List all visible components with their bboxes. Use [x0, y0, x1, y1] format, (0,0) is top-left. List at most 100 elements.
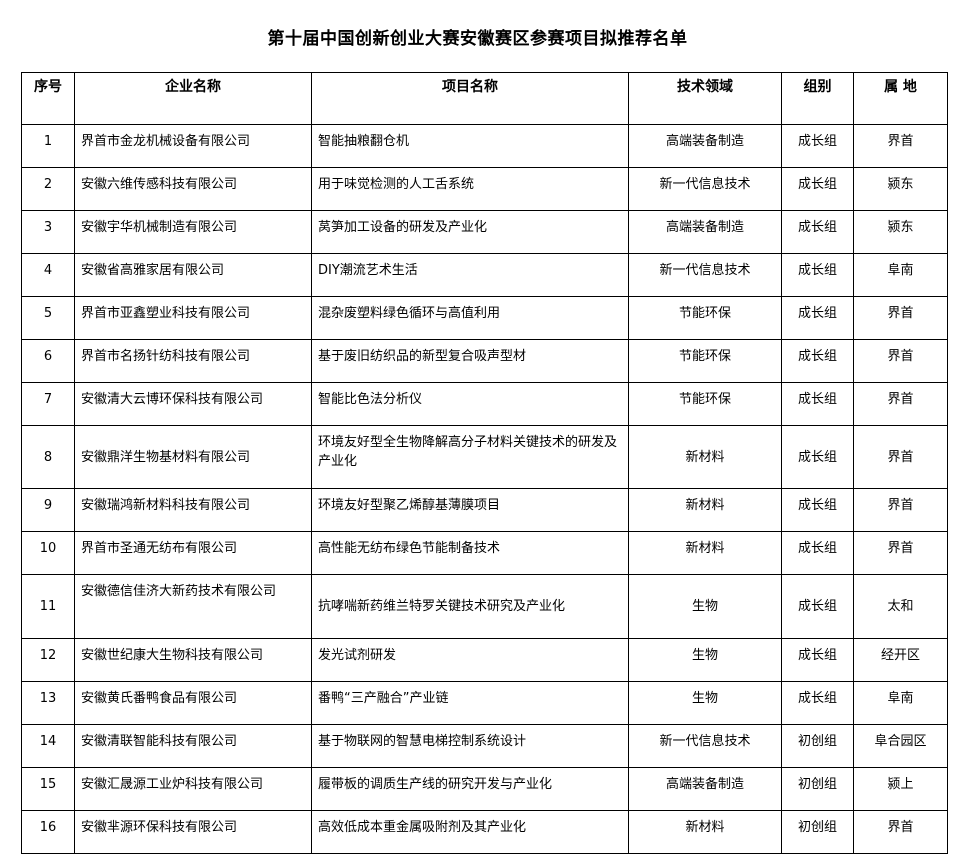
header-project: 项目名称 [311, 72, 629, 125]
cell-project: 高性能无纺布绿色节能制备技术 [311, 531, 629, 575]
cell-project: DIY潮流艺术生活 [311, 253, 629, 297]
cell-project: 履带板的调质生产线的研究开发与产业化 [311, 767, 629, 811]
cell-company: 安徽黄氏番鸭食品有限公司 [74, 681, 312, 725]
cell-company: 安徽德信佳济大新药技术有限公司 [74, 574, 312, 639]
cell-field: 节能环保 [628, 296, 782, 340]
table-row: 2 安徽六维传感科技有限公司 用于味觉检测的人工舌系统 新一代信息技术 成长组 颍东 [21, 167, 948, 211]
cell-field: 新材料 [628, 810, 782, 854]
cell-location: 界首 [853, 296, 948, 340]
cell-field: 高端装备制造 [628, 124, 782, 168]
cell-index: 11 [21, 574, 75, 639]
cell-company: 安徽清联智能科技有限公司 [74, 724, 312, 768]
cell-project: 高效低成本重金属吸附剂及其产业化 [311, 810, 629, 854]
cell-index: 3 [21, 210, 75, 254]
cell-group: 成长组 [781, 253, 854, 297]
cell-project: 用于味觉检测的人工舌系统 [311, 167, 629, 211]
cell-field: 节能环保 [628, 382, 782, 426]
cell-group: 成长组 [781, 124, 854, 168]
cell-index: 16 [21, 810, 75, 854]
cell-location: 阜南 [853, 253, 948, 297]
cell-company: 安徽鼎洋生物基材料有限公司 [74, 425, 312, 489]
table-row: 10 界首市圣通无纺布有限公司 高性能无纺布绿色节能制备技术 新材料 成长组 界首 [21, 531, 948, 575]
cell-location: 界首 [853, 488, 948, 532]
table-row: 5 界首市亚鑫塑业科技有限公司 混杂废塑料绿色循环与高值利用 节能环保 成长组 界首 [21, 296, 948, 340]
table-row: 4 安徽省高雅家居有限公司 DIY潮流艺术生活 新一代信息技术 成长组 阜南 [21, 253, 948, 297]
recommendation-table: 序号 企业名称 项目名称 技术领域 组别 属 地 1 界首市金龙机械设备有限公司智… [21, 72, 948, 854]
cell-project: 发光试剂研发 [311, 638, 629, 682]
header-location: 属 地 [853, 72, 948, 125]
table-row: 16 安徽芈源环保科技有限公司 高效低成本重金属吸附剂及其产业化 新材料 初创组 界首 [21, 810, 948, 854]
table-row: 1 界首市金龙机械设备有限公司 智能抽粮翻仓机 高端装备制造 成长组 界首 [21, 124, 948, 168]
cell-project: 番鸭“三产融合”产业链 [311, 681, 629, 725]
cell-index: 6 [21, 339, 75, 383]
cell-index: 7 [21, 382, 75, 426]
cell-index: 12 [21, 638, 75, 682]
cell-project: 智能比色法分析仪 [311, 382, 629, 426]
cell-index: 15 [21, 767, 75, 811]
cell-location: 界首 [853, 382, 948, 426]
document-title: 第十届中国创新创业大赛安徽赛区参赛项目拟推荐名单 [267, 29, 688, 49]
table-row: 6 界首市名扬针纺科技有限公司 基于废旧纺织品的新型复合吸声型材 节能环保 成长组 界首 [21, 339, 948, 383]
cell-location: 阜合园区 [853, 724, 948, 768]
cell-location: 阜南 [853, 681, 948, 725]
cell-group: 初创组 [781, 767, 854, 811]
cell-project: 混杂废塑料绿色循环与高值利用 [311, 296, 629, 340]
cell-company: 安徽瑞鸿新材料科技有限公司 [74, 488, 312, 532]
cell-field: 新材料 [628, 488, 782, 532]
cell-company: 界首市亚鑫塑业科技有限公司 [74, 296, 312, 340]
cell-project: 智能抽粮翻仓机 [311, 124, 629, 168]
cell-group: 成长组 [781, 382, 854, 426]
cell-group: 成长组 [781, 339, 854, 383]
cell-field: 新一代信息技术 [628, 253, 782, 297]
cell-project: 基于废旧纺织品的新型复合吸声型材 [311, 339, 629, 383]
table-row: 14 安徽清联智能科技有限公司 基于物联网的智慧电梯控制系统设计 新一代信息技术 初创组… [21, 724, 948, 768]
cell-field: 新一代信息技术 [628, 167, 782, 211]
cell-company: 安徽省高雅家居有限公司 [74, 253, 312, 297]
cell-group: 成长组 [781, 531, 854, 575]
table-header-row: 序号 企业名称 项目名称 技术领域 组别 属 地 [21, 72, 948, 125]
cell-field: 高端装备制造 [628, 767, 782, 811]
cell-location: 颍东 [853, 167, 948, 211]
cell-company: 安徽六维传感科技有限公司 [74, 167, 312, 211]
cell-company: 界首市金龙机械设备有限公司 [74, 124, 312, 168]
header-field: 技术领域 [628, 72, 782, 125]
cell-index: 10 [21, 531, 75, 575]
cell-group: 成长组 [781, 488, 854, 532]
cell-company: 安徽世纪康大生物科技有限公司 [74, 638, 312, 682]
header-company: 企业名称 [74, 72, 312, 125]
cell-project: 环境友好型聚乙烯醇基薄膜项目 [311, 488, 629, 532]
cell-index: 5 [21, 296, 75, 340]
cell-group: 初创组 [781, 810, 854, 854]
cell-index: 13 [21, 681, 75, 725]
cell-field: 生物 [628, 681, 782, 725]
cell-index: 8 [21, 425, 75, 489]
cell-location: 颍上 [853, 767, 948, 811]
table-row: 3 安徽宇华机械制造有限公司 莴笋加工设备的研发及产业化 高端装备制造 成长组 颍东 [21, 210, 948, 254]
cell-company: 界首市名扬针纺科技有限公司 [74, 339, 312, 383]
table-row: 12 安徽世纪康大生物科技有限公司 发光试剂研发 生物 成长组 经开区 [21, 638, 948, 682]
cell-field: 节能环保 [628, 339, 782, 383]
cell-index: 2 [21, 167, 75, 211]
cell-company: 安徽清大云博环保科技有限公司 [74, 382, 312, 426]
cell-field: 新一代信息技术 [628, 724, 782, 768]
cell-location: 颍东 [853, 210, 948, 254]
table-row: 15 安徽汇晟源工业炉科技有限公司 履带板的调质生产线的研究开发与产业化 高端装备制造… [21, 767, 948, 811]
cell-location: 太和 [853, 574, 948, 639]
cell-location: 界首 [853, 124, 948, 168]
cell-company: 安徽汇晟源工业炉科技有限公司 [74, 767, 312, 811]
cell-group: 成长组 [781, 210, 854, 254]
table-row: 13 安徽黄氏番鸭食品有限公司 番鸭“三产融合”产业链 生物 成长组 阜南 [21, 681, 948, 725]
cell-group: 成长组 [781, 296, 854, 340]
cell-location: 界首 [853, 425, 948, 489]
cell-index: 9 [21, 488, 75, 532]
cell-group: 成长组 [781, 425, 854, 489]
cell-group: 成长组 [781, 574, 854, 639]
cell-location: 界首 [853, 531, 948, 575]
cell-group: 成长组 [781, 167, 854, 211]
cell-location: 界首 [853, 339, 948, 383]
cell-company: 安徽宇华机械制造有限公司 [74, 210, 312, 254]
cell-field: 生物 [628, 574, 782, 639]
cell-project: 基于物联网的智慧电梯控制系统设计 [311, 724, 629, 768]
cell-group: 成长组 [781, 638, 854, 682]
cell-field: 新材料 [628, 425, 782, 489]
